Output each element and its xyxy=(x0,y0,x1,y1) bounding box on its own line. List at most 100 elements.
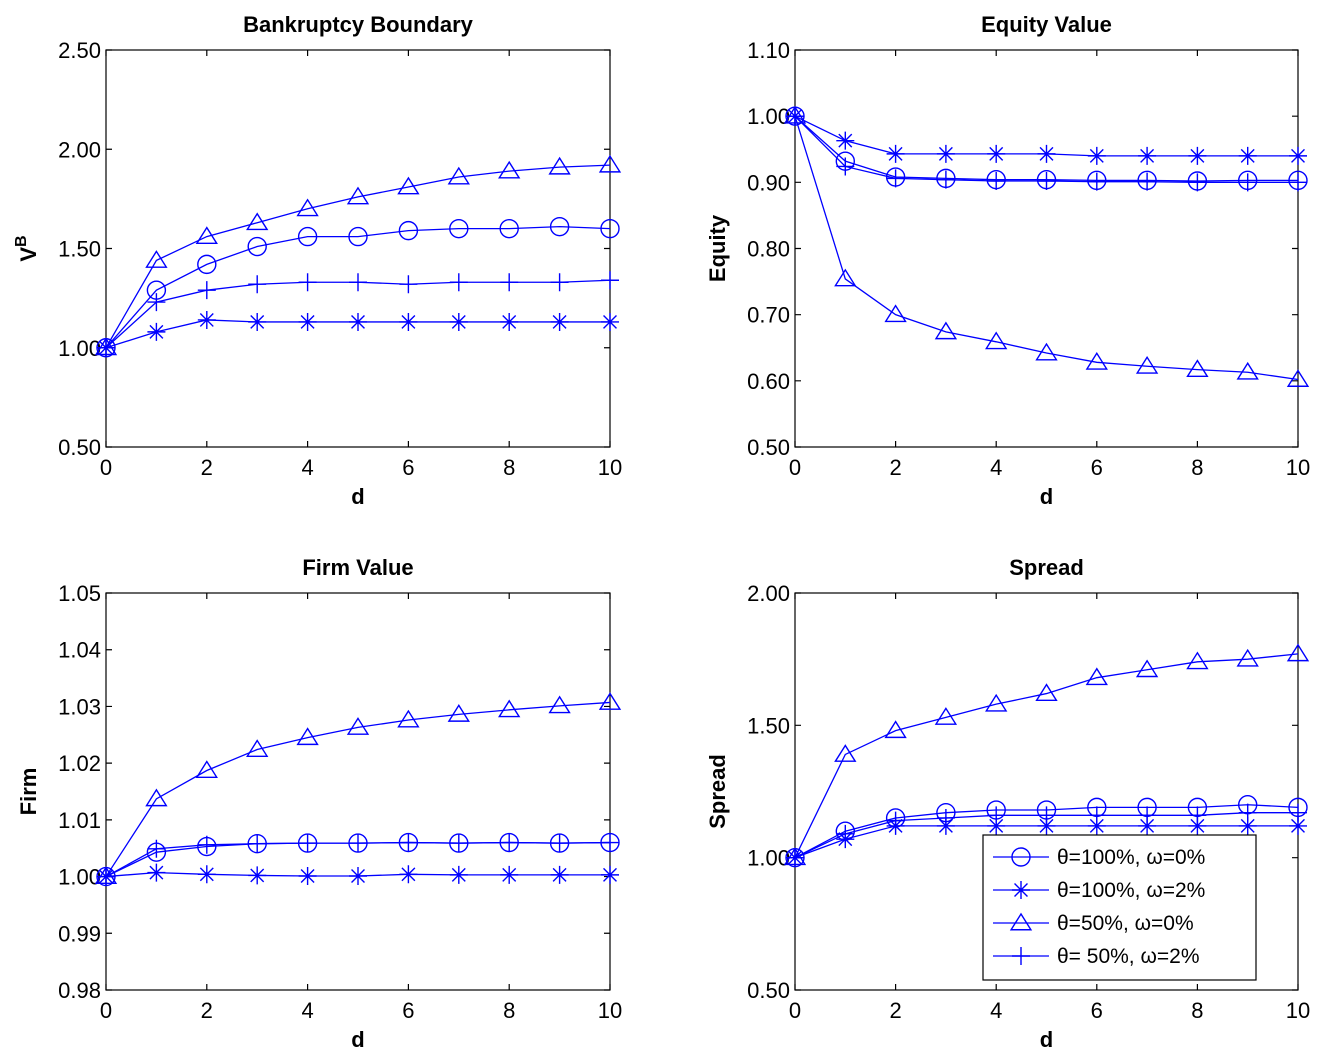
chart-1-series-2-point xyxy=(1135,355,1159,374)
chart-0-series-0-line xyxy=(105,226,611,349)
chart-0-series-3 xyxy=(97,271,619,357)
chart-1-series-3-point xyxy=(1087,172,1106,191)
chart-3-series-3-point xyxy=(936,808,955,827)
chart-2-series-3-point xyxy=(399,833,418,852)
chart-0-series-0-point xyxy=(499,218,519,239)
chart-0-ytick-label: 1.00 xyxy=(58,336,101,361)
chart-3-series-3 xyxy=(786,803,1307,867)
chart-3-series-3-point xyxy=(1087,806,1106,825)
chart-1-series-3-point xyxy=(886,169,905,188)
chart-3-ytick-label: 0.50 xyxy=(747,978,790,1003)
chart-2-series-3-point xyxy=(248,834,267,853)
chart-0-series-3-point xyxy=(449,273,468,292)
chart-0-title: Bankruptcy Boundary xyxy=(243,12,474,37)
chart-2-series-2-point xyxy=(296,727,319,746)
chart-1-series-2-point xyxy=(1085,351,1108,370)
chart-1-series-3-point xyxy=(1238,173,1257,192)
chart-2-ytick-label: 1.00 xyxy=(58,865,101,890)
chart-2-series-3-point xyxy=(449,834,468,853)
chart-0-series-3-point xyxy=(349,273,367,292)
legend-marker xyxy=(1012,947,1030,965)
chart-2-series-2-point xyxy=(598,692,622,710)
chart-3-series-2-point xyxy=(1186,651,1209,670)
chart-2-series-2-point xyxy=(145,788,168,807)
chart-0-xtick-label: 0 xyxy=(100,455,112,480)
chart-0-ytick-label: 1.50 xyxy=(58,237,101,262)
chart-3-ytick-label: 1.00 xyxy=(747,846,790,871)
chart-1-series-1-point xyxy=(1138,146,1157,165)
chart-1-series-1-point xyxy=(987,144,1006,163)
chart-0-series-1-point xyxy=(298,312,317,331)
chart-1-ytick-label: 1.00 xyxy=(747,104,790,129)
chart-3-series-2-point xyxy=(1286,643,1310,662)
chart-0-series-0-point xyxy=(297,226,318,247)
chart-2-series-1-point xyxy=(147,863,166,882)
chart-0-series-0-point xyxy=(247,236,267,257)
chart-1-xlabel: d xyxy=(1040,484,1053,509)
chart-2-xtick-label: 0 xyxy=(100,998,112,1023)
chart-2-series-2-point xyxy=(246,739,269,757)
chart-0-series-1-point xyxy=(349,312,367,331)
chart-0-series-0-point xyxy=(398,220,419,241)
chart-2-series-3-point xyxy=(349,834,367,853)
chart-0-ytick-label: 2.50 xyxy=(58,38,101,63)
chart-0-series-2-line xyxy=(105,164,611,349)
chart-1-series-1-point xyxy=(1087,146,1106,165)
chart-3-series-3-point xyxy=(1188,806,1207,825)
chart-3-xtick-label: 0 xyxy=(789,998,801,1023)
chart-1-xtick-label: 2 xyxy=(889,455,901,480)
chart-1-title: Equity Value xyxy=(981,12,1112,37)
chart-0-series-1-point xyxy=(500,312,519,331)
chart-1-ytick-label: 0.60 xyxy=(747,369,790,394)
chart-2-series-1-point xyxy=(298,867,317,886)
chart-3-series-3-point xyxy=(1138,806,1157,825)
chart-3-series-3-point xyxy=(1289,803,1307,822)
chart-3-series-2-point xyxy=(985,693,1008,712)
chart-2-xtick-label: 6 xyxy=(402,998,414,1023)
chart-1-ylabel: Equity xyxy=(705,214,730,282)
chart-1-series-2-point xyxy=(884,304,907,323)
chart-1-series-2-point xyxy=(1186,359,1209,378)
chart-2-series-1-point xyxy=(349,867,367,886)
chart-1-series-3-point xyxy=(936,170,955,189)
chart-3-ytick-label: 2.00 xyxy=(747,581,790,606)
chart-2-panel: 0 2 4 6 8 10 0.98 0.99 1.00 1.01 1.02 1.03 1.04 1.05 F… xyxy=(16,555,622,1052)
chart-2-ytick-label: 1.04 xyxy=(58,638,101,663)
chart-1-xtick-label: 8 xyxy=(1191,455,1203,480)
chart-1-ytick-label: 1.10 xyxy=(747,38,790,63)
chart-1-ytick-label: 0.90 xyxy=(747,170,790,195)
chart-3-series-2-point xyxy=(934,707,958,725)
chart-0-xtick-label: 8 xyxy=(503,455,515,480)
legend-label: θ=50%, ω=0% xyxy=(1057,912,1194,935)
chart-1-series-3 xyxy=(786,107,1307,192)
chart-0-series-0-point xyxy=(449,218,469,239)
chart-2-ytick-label: 1.03 xyxy=(58,694,101,719)
chart-0-series-1-point xyxy=(601,312,619,331)
chart-0-series-1 xyxy=(97,310,619,357)
chart-0-panel: 0 2 4 6 8 10 0.50 1.00 1.50 2.00 2.50 Bankruptcy Bo… xyxy=(13,12,622,509)
chart-3-xtick-label: 4 xyxy=(990,998,1002,1023)
chart-1-series-2-point xyxy=(1035,342,1058,361)
chart-0-series-3-point xyxy=(298,273,317,292)
chart-2-series-3-point xyxy=(500,833,519,852)
chart-0-series-0-point xyxy=(549,216,570,237)
chart-3-title: Spread xyxy=(1009,555,1084,580)
chart-0-xtick-label: 6 xyxy=(402,455,414,480)
chart-2-series-2-point xyxy=(548,695,571,714)
chart-1-series-1-point xyxy=(836,131,855,150)
chart-1-series-1-point xyxy=(1037,144,1056,163)
chart-2-series-1 xyxy=(97,863,619,886)
chart-2-xtick-label: 10 xyxy=(598,998,622,1023)
chart-1-series-2 xyxy=(783,105,1310,387)
chart-0-series-2-point xyxy=(296,198,319,217)
chart-1-series-3-point xyxy=(1037,172,1056,191)
chart-1-xtick-label: 4 xyxy=(990,455,1002,480)
chart-2-series-2-line xyxy=(105,701,611,877)
chart-1-xtick-label: 10 xyxy=(1286,455,1310,480)
chart-3-series-1-point xyxy=(1037,816,1056,835)
chart-2-axes-box xyxy=(105,592,611,991)
chart-2-series-1-point xyxy=(601,865,619,884)
chart-1-series-3-point xyxy=(1188,173,1207,192)
chart-3-xlabel: d xyxy=(1040,1027,1053,1052)
